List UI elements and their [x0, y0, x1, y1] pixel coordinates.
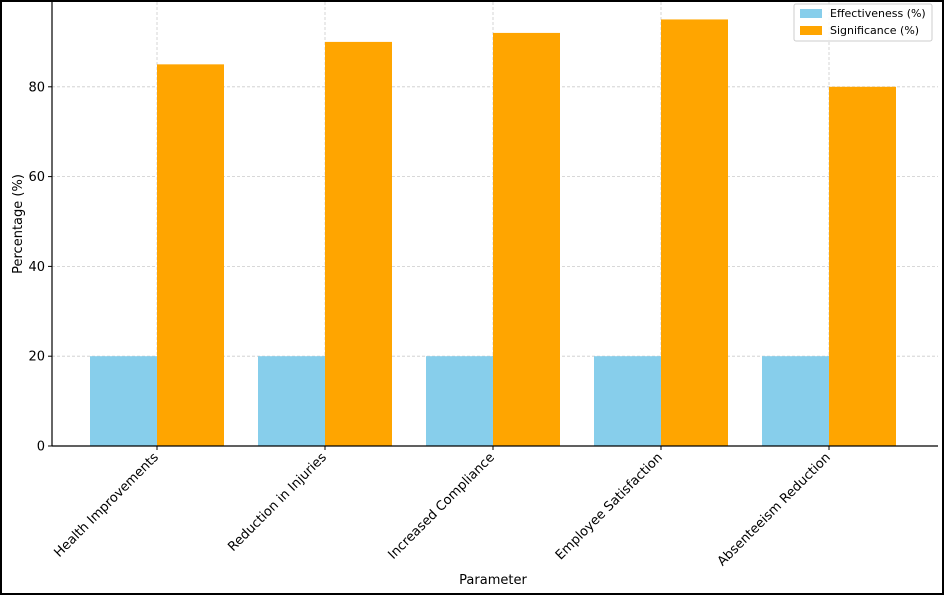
y-tick-label: 60	[28, 170, 45, 185]
bar-effectiveness	[258, 356, 325, 446]
legend-swatch-significance	[800, 26, 822, 35]
legend-box	[793, 3, 933, 42]
axes	[51, 2, 938, 447]
y-axis-title: Percentage (%)	[11, 174, 26, 274]
legend-label-effectiveness: Effectiveness (%)	[830, 7, 926, 20]
bar-significance	[829, 86, 896, 447]
y-tick-label: 20	[28, 350, 45, 365]
bar-effectiveness	[426, 356, 493, 446]
legend: Effectiveness (%) Significance (%)	[793, 3, 933, 42]
y-tick-label: 80	[28, 80, 45, 95]
x-tick-label: Reduction in Injuries	[225, 450, 330, 555]
x-tick-label: Increased Compliance	[385, 450, 497, 562]
legend-label-significance: Significance (%)	[830, 24, 919, 37]
bar-effectiveness	[594, 356, 661, 446]
bar-effectiveness	[762, 356, 829, 446]
bar-significance	[661, 19, 728, 446]
x-tick-label: Absenteeism Reduction	[715, 450, 834, 569]
legend-swatch-effectiveness	[800, 9, 822, 18]
x-tick-label: Employee Satisfaction	[553, 450, 666, 563]
x-ticks: Health Improvements Reduction in Injuries…	[51, 446, 834, 569]
x-tick-label: Health Improvements	[51, 450, 162, 561]
y-ticks: 0 20 40 60 80	[28, 80, 52, 455]
bar-effectiveness	[90, 356, 157, 446]
bar-significance	[325, 41, 392, 447]
y-tick-label: 0	[37, 440, 45, 455]
y-tick-label: 40	[28, 260, 45, 275]
x-axis-title: Parameter	[459, 573, 527, 588]
bar-significance	[157, 64, 224, 446]
bars	[90, 19, 896, 447]
bar-significance	[493, 32, 560, 447]
